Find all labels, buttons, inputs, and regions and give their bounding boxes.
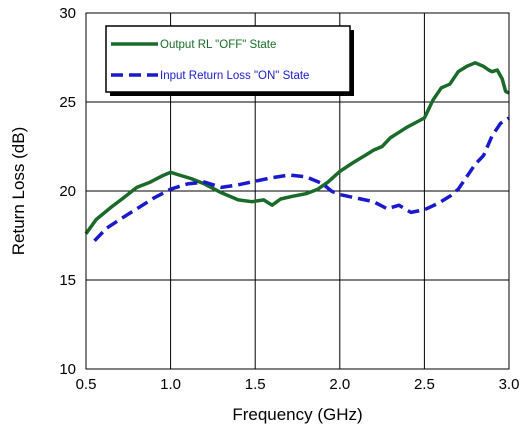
series-line-input-return-loss bbox=[93, 116, 510, 243]
x-tick-label: 0.5 bbox=[76, 376, 97, 393]
plot-frame bbox=[85, 12, 510, 370]
legend-label: Input Return Loss "ON" State bbox=[160, 70, 309, 82]
legend-label: Output RL "OFF" State bbox=[160, 39, 276, 51]
tick-labels: 0.5 1.0 1.5 2.0 2.5 3.0 10 15 20 25 30 bbox=[59, 5, 519, 393]
y-tick-label: 30 bbox=[59, 5, 76, 22]
x-tick-label: 1.5 bbox=[245, 376, 266, 393]
series-line-output-rl bbox=[84, 61, 510, 235]
legend-box bbox=[105, 25, 351, 93]
x-tick-label: 1.0 bbox=[160, 376, 181, 393]
y-tick-label: 15 bbox=[59, 272, 76, 289]
x-axis-title: Frequency (GHz) bbox=[232, 405, 362, 424]
series-layer bbox=[84, 61, 510, 243]
y-tick-label: 20 bbox=[59, 183, 76, 200]
y-axis-title: Return Loss (dB) bbox=[9, 127, 28, 256]
y-tick-label: 10 bbox=[59, 361, 76, 378]
x-tick-label: 2.0 bbox=[329, 376, 350, 393]
x-tick-label: 3.0 bbox=[499, 376, 520, 393]
y-tick-label: 25 bbox=[59, 94, 76, 111]
x-tick-label: 2.5 bbox=[414, 376, 435, 393]
legend: Output RL "OFF" State Input Return Loss "… bbox=[105, 25, 354, 96]
